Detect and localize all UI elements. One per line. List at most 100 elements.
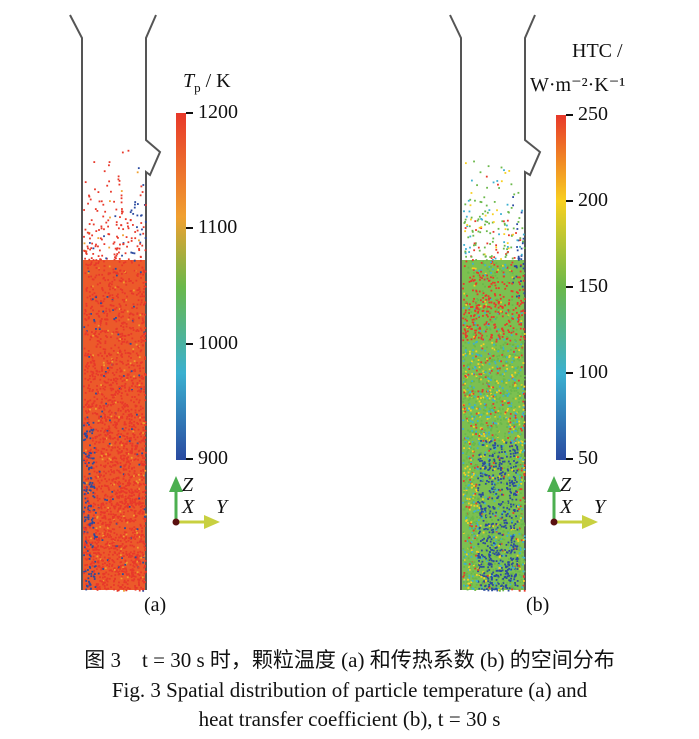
particle: [517, 258, 520, 261]
particle: [467, 586, 470, 589]
particle: [462, 480, 465, 482]
particle: [136, 528, 139, 531]
particle: [517, 508, 520, 511]
particle: [498, 475, 501, 478]
particle: [133, 375, 135, 378]
particle: [479, 479, 482, 482]
particle: [132, 575, 135, 577]
particle: [493, 360, 496, 363]
particle: [127, 451, 129, 454]
particle: [483, 577, 486, 580]
particle: [123, 429, 126, 432]
particle: [110, 353, 113, 356]
particle: [103, 497, 106, 500]
particle: [504, 439, 506, 442]
particle: [479, 470, 482, 473]
particle: [508, 299, 511, 302]
particle: [126, 295, 128, 298]
particle: [131, 414, 134, 417]
particle: [129, 502, 132, 505]
particle: [497, 302, 500, 305]
particle: [139, 408, 142, 411]
particle: [104, 567, 107, 570]
particle: [91, 412, 94, 415]
particle: [103, 388, 106, 391]
particle: [500, 312, 503, 314]
particle: [509, 484, 511, 487]
particle: [510, 574, 513, 576]
particle: [103, 536, 106, 539]
particle: [502, 510, 505, 513]
particle: [104, 352, 106, 355]
particle: [482, 531, 485, 534]
particle: [523, 535, 526, 537]
particle: [516, 451, 519, 454]
particle: [111, 461, 114, 464]
particle: [87, 508, 90, 511]
particle: [142, 319, 144, 322]
particle: [478, 316, 480, 318]
particle: [137, 551, 139, 554]
particle: [521, 555, 524, 557]
particle: [480, 505, 482, 508]
particle: [523, 468, 526, 471]
particle: [84, 369, 86, 371]
particle: [506, 530, 509, 533]
particle: [520, 429, 523, 432]
particle: [94, 208, 97, 211]
particle: [97, 392, 100, 395]
particle: [511, 521, 513, 524]
particle: [488, 209, 491, 212]
particle: [97, 339, 100, 342]
particle: [92, 555, 95, 558]
particle: [513, 482, 516, 484]
particle: [142, 470, 145, 473]
particle: [121, 291, 124, 294]
particle: [114, 493, 117, 496]
particle: [510, 450, 513, 453]
particle: [129, 497, 131, 500]
particle: [140, 431, 143, 434]
particle: [507, 558, 510, 560]
particle: [137, 502, 140, 505]
particle: [471, 525, 473, 528]
particle: [509, 424, 512, 427]
particle: [95, 262, 98, 265]
particle: [93, 485, 95, 488]
particle: [499, 515, 502, 518]
particle: [138, 288, 140, 291]
particle: [480, 373, 483, 376]
particle: [501, 400, 504, 403]
particle: [124, 571, 127, 574]
particle: [514, 406, 517, 408]
particle: [109, 534, 111, 537]
particle: [115, 371, 118, 374]
particle: [83, 235, 85, 238]
particle: [511, 566, 513, 569]
particle: [516, 367, 519, 370]
particle: [513, 547, 516, 550]
particle: [86, 402, 88, 405]
particle: [462, 336, 465, 339]
particle: [122, 407, 125, 410]
particle: [498, 369, 501, 371]
particle: [105, 420, 107, 422]
particle: [478, 454, 481, 456]
particle: [520, 417, 523, 420]
particle: [107, 403, 110, 406]
particle: [473, 486, 476, 489]
particle: [102, 277, 105, 280]
particle: [95, 392, 97, 395]
particle: [129, 376, 132, 379]
particle: [87, 577, 90, 580]
particle: [94, 442, 96, 445]
particle: [93, 362, 96, 365]
particle: [101, 273, 104, 276]
particle: [488, 368, 491, 371]
particle: [132, 327, 134, 329]
particle: [125, 447, 128, 450]
particle: [514, 429, 516, 432]
particle: [522, 551, 524, 554]
particle: [127, 149, 130, 152]
